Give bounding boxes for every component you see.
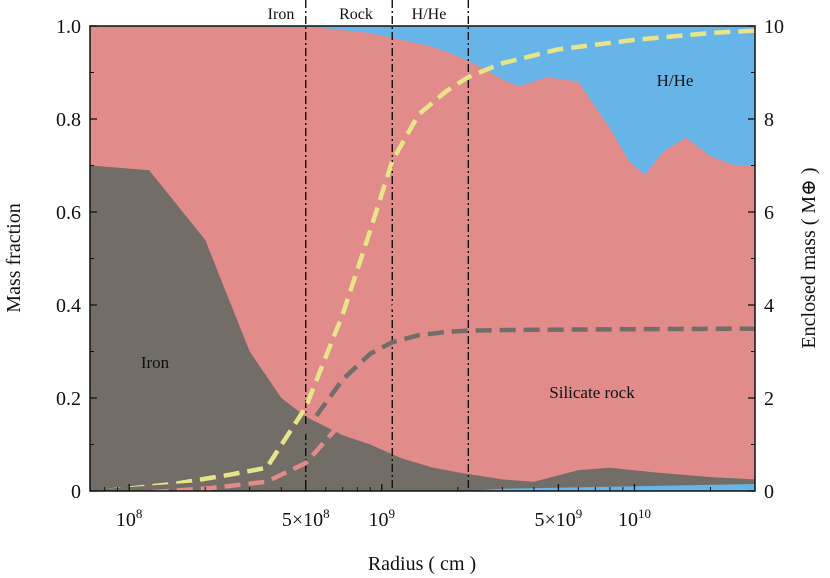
area-label-hhe: H/He <box>657 71 694 90</box>
x-tick-label-3: 5×109 <box>535 506 583 531</box>
tick-layer: 108 5×108 109 5×109 101000.20.40.60.81.00246… <box>56 16 784 531</box>
enclosed-mass-line-rock <box>104 194 755 491</box>
y-right-tick-label-0: 0 <box>764 481 774 503</box>
y-right-tick-label-1: 2 <box>764 388 774 410</box>
y-axis-label-right: Enclosed mass ( M⊕ ) <box>798 167 820 348</box>
x-axis-label: Radius ( cm ) <box>368 553 476 575</box>
enclosed-mass-line-iron <box>104 326 755 491</box>
y-left-tick-label-2: 0.4 <box>56 295 81 317</box>
boundary-lines <box>305 0 470 491</box>
y-right-tick-label-5: 10 <box>764 16 784 38</box>
iron-area <box>90 165 755 491</box>
y-left-tick-label-0: 0 <box>71 481 81 503</box>
x-tick-label-0: 108 <box>116 506 143 531</box>
line-layer <box>104 28 755 491</box>
y-left-tick-label-3: 0.6 <box>56 202 81 224</box>
area-label-silicate-rock: Silicate rock <box>549 383 635 402</box>
y-left-tick-label-5: 1.0 <box>56 16 81 38</box>
region-label-hhe: H/He <box>412 6 447 23</box>
x-tick-label-2: 109 <box>369 506 396 531</box>
area-label-iron: Iron <box>141 353 170 372</box>
y-axis-label-left: Mass fraction <box>3 203 25 312</box>
y-right-tick-label-2: 4 <box>764 295 774 317</box>
y-left-tick-label-1: 0.2 <box>56 388 81 410</box>
region-label-rock: Rock <box>339 6 373 23</box>
hhe-floor-area <box>90 484 755 491</box>
y-left-tick-label-4: 0.8 <box>56 109 81 131</box>
region-label-iron: Iron <box>268 6 295 23</box>
x-tick-label-4: 1010 <box>618 506 651 531</box>
y-right-tick-label-3: 6 <box>764 202 774 224</box>
y-right-tick-label-4: 8 <box>764 109 774 131</box>
enclosed-mass-line-total <box>104 28 755 491</box>
x-tick-label-1: 5×108 <box>282 506 330 531</box>
